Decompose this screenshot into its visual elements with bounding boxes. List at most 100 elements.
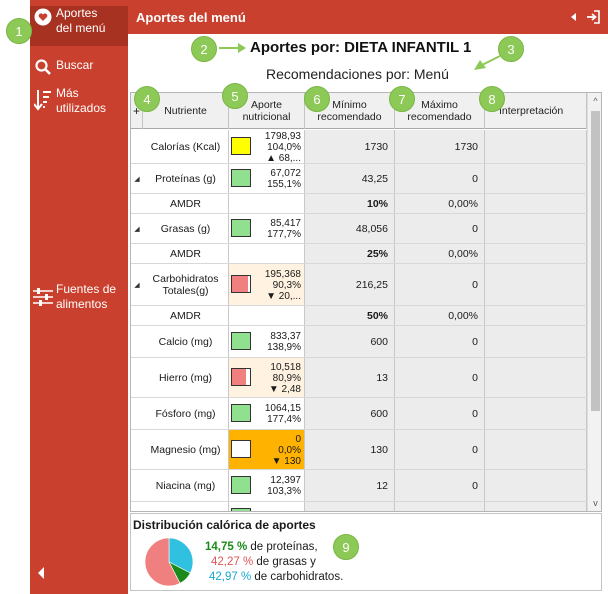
exit-icon[interactable] (586, 10, 600, 24)
minimo-value: 600 (305, 398, 395, 429)
column-header-maximo[interactable]: Máximo recomendado (395, 93, 485, 129)
interpretacion-cell (485, 306, 587, 325)
table-row[interactable]: Niacina (mg) 12,397 103,3% 12 0 (131, 470, 587, 502)
minimo-value: 216,25 (305, 264, 395, 305)
table-row[interactable]: ◢ Carbohidratos Totales(g) 195,368 90,3% ▼ 2… (131, 264, 587, 306)
maximo-value: 0 (395, 214, 485, 243)
table-row[interactable]: Hierro (mg) 10,518 80,9% ▼ 2,48 13 0 (131, 358, 587, 398)
distribution-title: Distribución calórica de aportes (133, 518, 316, 532)
aporte-v1: 833,37 (270, 331, 301, 342)
table-row[interactable]: Riboflavina1,521 (131, 502, 587, 511)
expand-row-icon[interactable]: ◢ (134, 175, 140, 183)
sidebar-item-label: Aportes del menú (56, 6, 106, 35)
interpretacion-cell (485, 326, 587, 357)
report-title: Aportes por: DIETA INFANTIL 1 (250, 39, 472, 56)
table-row[interactable]: Magnesio (mg) 0 0,0% ▼ 130 130 0 (131, 430, 587, 470)
indicator-swatch (231, 440, 251, 458)
maximo-value (395, 502, 485, 511)
column-header-nutriente[interactable]: Nutriente (143, 93, 229, 129)
header-label: Interpretación (499, 105, 564, 117)
column-header-aporte[interactable]: Aporte nutricional (229, 93, 305, 129)
indicator-fill (232, 276, 249, 292)
aporte-values: 10,518 80,9% ▼ 2,48 (269, 362, 301, 395)
protein-text: de proteínas, (247, 541, 318, 553)
aporte-v1: 67,072 (270, 168, 301, 179)
aporte-values: 833,37 138,9% (267, 331, 301, 353)
minimo-value: 600 (305, 326, 395, 357)
maximo-value: 0,00% (395, 244, 485, 263)
nutrient-name: Carbohidratos Totales(g) (143, 264, 229, 305)
aporte-cell: 195,368 90,3% ▼ 20,... (229, 264, 305, 305)
table-row[interactable]: ◢ Proteínas (g) 67,072 155,1% 43,25 0 (131, 164, 587, 194)
table-row[interactable]: ◢ Grasas (g) 85,417 177,7% 48,056 0 (131, 214, 587, 244)
expand-row-icon[interactable]: ◢ (134, 225, 140, 233)
collapse-left-icon[interactable] (569, 10, 583, 24)
indicator-swatch (231, 404, 251, 422)
aporte-v1: 1064,15 (264, 403, 301, 414)
maximo-value: 1730 (395, 130, 485, 163)
sidebar-item-buscar[interactable]: Buscar (30, 56, 128, 78)
sidebar-item-mas-utilizados[interactable]: Más utilizados (30, 86, 128, 120)
maximo-value: 0 (395, 358, 485, 397)
page-title: Aportes del menú (136, 10, 246, 25)
aporte-values: 195,368 90,3% ▼ 20,... (265, 269, 301, 302)
nutrient-name: Niacina (mg) (143, 470, 229, 501)
callout-3: 3 (498, 36, 524, 62)
search-icon (30, 56, 56, 76)
callout-9: 9 (333, 534, 359, 560)
column-header-interpretacion[interactable]: Interpretación (485, 93, 587, 129)
maximo-value: 0 (395, 326, 485, 357)
interpretacion-cell (485, 214, 587, 243)
amdr-row[interactable]: AMDR 50% 0,00% (131, 306, 587, 326)
aporte-v1: 10,518 (270, 362, 301, 373)
table-row[interactable]: Fósforo (mg) 1064,15 177,4% 600 0 (131, 398, 587, 430)
amdr-row[interactable]: AMDR 10% 0,00% (131, 194, 587, 214)
sidebar-item-label: Más utilizados (56, 86, 107, 115)
interpretacion-cell (485, 502, 587, 511)
aporte-v3: ▼ 2,48 (268, 384, 301, 395)
scroll-thumb[interactable] (591, 111, 600, 411)
minimo-value: 12 (305, 470, 395, 501)
scroll-up-icon[interactable]: ^ (593, 96, 598, 106)
maximo-value: 0 (395, 430, 485, 469)
aporte-cell (229, 306, 305, 325)
callout-6: 6 (304, 86, 330, 112)
fat-percent: 42,27 % (211, 556, 254, 568)
pie-slice-fat (144, 537, 181, 587)
protein-percent: 14,75 % (205, 541, 248, 553)
vertical-scrollbar[interactable]: ^ v (587, 93, 601, 511)
scroll-down-icon[interactable]: v (593, 498, 598, 508)
aporte-v2: 177,7% (267, 229, 301, 240)
sidebar-item-aportes[interactable]: Aportes del menú (30, 6, 128, 46)
distribution-text: 14,75 % de proteínas, 42,27 % de grasas … (205, 540, 343, 585)
callout-4: 4 (134, 86, 160, 112)
collapse-sidebar-icon[interactable] (36, 566, 50, 582)
aporte-values: 67,072 155,1% (267, 168, 301, 190)
expand-row-icon[interactable]: ◢ (134, 281, 140, 289)
indicator-swatch (231, 169, 251, 187)
indicator-swatch (231, 137, 251, 155)
maximo-value: 0 (395, 470, 485, 501)
fat-text: de grasas y (253, 556, 316, 568)
table-row[interactable]: Calcio (mg) 833,37 138,9% 600 0 (131, 326, 587, 358)
aporte-cell: 0 0,0% ▼ 130 (229, 430, 305, 469)
carb-percent: 42,97 % (209, 571, 252, 583)
protein-line: 14,75 % de proteínas, (205, 540, 343, 555)
callout-5: 5 (222, 83, 248, 109)
header-label: Máximo recomendado (407, 99, 472, 123)
aporte-v2: 138,9% (267, 342, 301, 353)
aporte-v1: 1798,93 (264, 131, 301, 142)
amdr-row[interactable]: AMDR 25% 0,00% (131, 244, 587, 264)
nutrient-name: Hierro (mg) (143, 358, 229, 397)
aporte-cell: 85,417 177,7% (229, 214, 305, 243)
aporte-v1: 12,397 (270, 475, 301, 486)
sidebar-item-fuentes[interactable]: Fuentes de alimentos (30, 282, 128, 316)
column-header-minimo[interactable]: Mínimo recomendado (305, 93, 395, 129)
table-row[interactable]: Calorías (Kcal) 1798,93 104,0% ▲ 68,... 1730… (131, 130, 587, 164)
pie-slice-carbs (168, 537, 194, 574)
fat-line: 42,27 % de grasas y (205, 555, 343, 570)
indicator-fill (232, 477, 250, 493)
maximo-value: 0,00% (395, 194, 485, 213)
interpretacion-cell (485, 164, 587, 193)
